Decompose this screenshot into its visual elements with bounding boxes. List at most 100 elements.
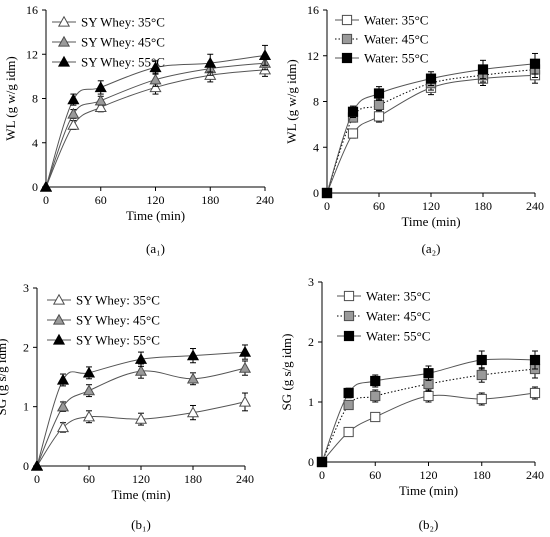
legend-b1: SY Whey: 35°C SY Whey: 45°C SY Whey: 55°C: [47, 293, 160, 348]
legend-label-b2-2: Water: 55°C: [366, 329, 430, 344]
y-axis-title-a2: WL (g w/g idm): [284, 59, 299, 143]
y-tick-label-b2: 2: [308, 335, 314, 349]
data-point-b1-2: [238, 345, 252, 357]
series-a2-2: [321, 52, 541, 199]
data-point-b2-0: [529, 387, 541, 399]
data-point-b2-0: [476, 393, 487, 405]
chart-panel-a2: 0 60 120 180 240 0 4 8 12 16 Time (min) WL (g w/g i…: [275, 0, 550, 268]
data-point-a2-2: [373, 88, 385, 99]
y-tick-label-a2: 8: [313, 95, 319, 109]
data-point-a1-2: [258, 49, 272, 61]
data-point-b1-2: [56, 373, 70, 385]
x-tick-label-b2: 240: [526, 468, 544, 482]
x-tick-label-b1: 240: [236, 472, 254, 486]
x-tick-label-b1: 60: [83, 472, 95, 486]
legend-marker-a2-1: [341, 33, 353, 45]
x-tick-label-a2: 60: [373, 199, 385, 213]
data-point-b1-0: [82, 410, 96, 422]
panel-label-a1: (a₁): [146, 241, 165, 256]
data-point-b2-1: [343, 399, 354, 411]
data-point-a2-2: [321, 187, 333, 199]
legend-label-a1-1: SY Whey: 45°C: [81, 35, 165, 50]
panel-label-a2: (a₂): [422, 241, 441, 256]
legend-marker-b1-0: [52, 293, 66, 305]
legend-marker-b2-1: [343, 310, 355, 322]
data-point-a2-2: [477, 64, 489, 75]
legend-label-b2-0: Water: 35°C: [366, 289, 430, 304]
y-tick-label-b2: 1: [308, 395, 314, 409]
data-point-b1-1: [82, 384, 96, 396]
legend-marker-a2-2: [341, 52, 353, 64]
legend-marker-b1-2: [52, 333, 66, 345]
data-point-a1-1: [94, 94, 107, 106]
y-axis-title-a1: WL (g w/g idm): [3, 56, 18, 140]
legend-label-b2-1: Water: 45°C: [366, 309, 430, 324]
series-line-a1-1: [45, 62, 266, 188]
y-tick-label-b1: 1: [23, 400, 29, 414]
y-tick-label-a2: 4: [313, 140, 319, 154]
y-tick-label-a1: 0: [32, 180, 38, 194]
x-tick-label-a2: 180: [474, 199, 492, 213]
legend-marker-a1-2: [57, 55, 71, 67]
data-point-a2-2: [425, 73, 437, 84]
series-line-a1-0: [45, 69, 266, 188]
series-b1-1: [30, 360, 252, 471]
x-axis-title-a2: Time (min): [401, 214, 460, 229]
x-tick-label-a1: 60: [95, 193, 107, 207]
y-tick-label-b1: 3: [23, 281, 29, 295]
y-tick-label-a2: 12: [307, 49, 319, 63]
data-point-b1-1: [238, 361, 252, 373]
data-point-b1-2: [82, 366, 96, 378]
legend-label-a1-2: SY Whey: 55°C: [81, 55, 165, 70]
series-line-b1-1: [36, 367, 246, 467]
series-b1-2: [30, 344, 252, 471]
data-point-b2-1: [476, 369, 487, 381]
y-tick-label-b2: 3: [308, 275, 314, 289]
y-tick-label-b2: 0: [308, 455, 314, 469]
data-point-b2-2: [316, 456, 328, 468]
series-b1-0: [30, 392, 252, 471]
data-point-b1-1: [56, 400, 70, 412]
data-point-b2-2: [476, 354, 487, 366]
x-tick-label-a2: 0: [324, 199, 330, 213]
x-axis-title-b2: Time (min): [399, 483, 458, 498]
data-point-b1-0: [134, 412, 148, 424]
data-point-b1-1: [134, 364, 148, 376]
legend-label-b1-2: SY Whey: 55°C: [76, 333, 160, 348]
legend-label-a2-1: Water: 45°C: [364, 32, 428, 47]
data-point-b2-0: [370, 411, 381, 423]
data-point-b2-2: [529, 354, 541, 366]
data-point-a1-1: [67, 107, 80, 119]
legend-label-a2-0: Water: 35°C: [364, 13, 428, 28]
data-point-a1-2: [204, 56, 217, 68]
x-tick-label-a1: 120: [147, 193, 165, 207]
data-point-b1-2: [186, 349, 200, 361]
legend-label-a1-0: SY Whey: 35°C: [81, 15, 165, 30]
y-tick-label-a2: 16: [307, 3, 319, 17]
axes-a2: 0 60 120 180 240 0 4 8 12 16 Time (min) WL (g w/g i…: [284, 3, 544, 229]
chart-panel-a1: 0 60 120 180 240 0 4 8 12 16 Time (min) WL (g w/g i…: [0, 0, 275, 268]
axes-b1: 0 60 120 180 240 0 1 2 3 Time (min) SG (g s/g idm): [0, 281, 254, 502]
y-tick-label-b1: 2: [23, 340, 29, 354]
data-point-b1-2: [30, 459, 44, 471]
axes-a1: 0 60 120 180 240 0 4 8 12 16 Time (min) WL (g w/g i…: [3, 3, 274, 223]
data-point-a1-2: [39, 180, 53, 192]
data-point-a1-0: [149, 81, 162, 93]
data-point-b2-2: [423, 368, 434, 379]
panel-background-a2: [275, 0, 550, 268]
y-tick-label-a2: 0: [313, 186, 319, 200]
x-axis-title-a1: Time (min): [126, 208, 185, 223]
legend-marker-b1-1: [52, 313, 66, 325]
y-tick-label-a1: 8: [32, 92, 38, 106]
data-point-a2-0: [347, 128, 359, 139]
legend-marker-a1-1: [57, 35, 71, 47]
data-point-b1-0: [56, 421, 70, 433]
data-point-a1-0: [94, 101, 107, 113]
data-point-b2-0: [343, 426, 354, 438]
legend-marker-a2-0: [341, 14, 353, 26]
series-line-a2-1: [326, 68, 536, 194]
legend-marker-b2-0: [343, 290, 355, 302]
x-tick-label-a1: 180: [201, 193, 219, 207]
data-point-b1-1: [186, 372, 200, 384]
